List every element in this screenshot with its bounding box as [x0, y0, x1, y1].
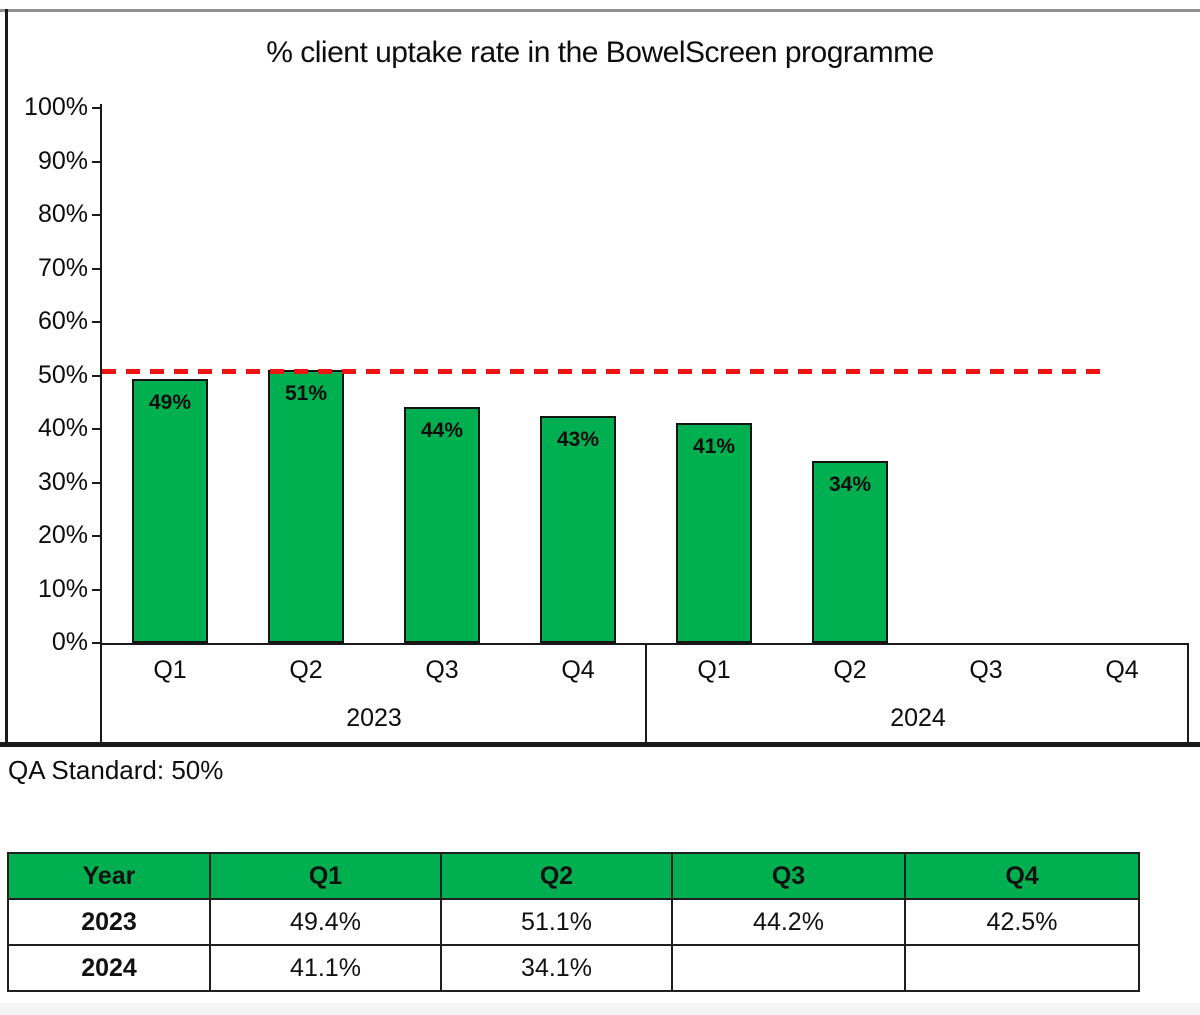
y-axis-tick — [92, 321, 101, 323]
chart-title: % client uptake rate in the BowelScreen … — [266, 36, 934, 69]
y-axis-tick-label: 50% — [37, 360, 88, 389]
bar-data-label: 44% — [420, 418, 464, 442]
x-axis-separator — [1187, 645, 1189, 742]
chart-frame-top-border — [0, 9, 1200, 12]
y-axis-tick — [92, 588, 101, 591]
x-axis-quarter-label: Q2 — [833, 656, 867, 684]
x-axis-separator — [645, 645, 647, 742]
table-cell-2024-q2: 34.1% — [440, 944, 673, 992]
uptake-data-table: Year Q1 Q2 Q3 Q4 2023 49.4% 51.1% 44.2% … — [7, 852, 1140, 992]
y-axis-tick-label: 30% — [37, 467, 88, 496]
bar-data-label: 49% — [148, 390, 192, 414]
y-axis-tick-label: 40% — [37, 414, 88, 442]
x-axis-quarter-label: Q4 — [1105, 656, 1139, 684]
y-axis-tick-label: 10% — [37, 574, 88, 603]
y-axis-tick-label: 90% — [37, 146, 88, 175]
table-cell-2024-q3 — [671, 944, 906, 992]
qa-standard-note: QA Standard: 50% — [8, 755, 224, 785]
table-header-q3: Q3 — [671, 852, 906, 900]
y-axis-tick — [92, 428, 101, 430]
table-cell-2024-q4 — [904, 944, 1140, 992]
bar-data-label: 41% — [692, 435, 736, 459]
bar-data-label: 43% — [556, 427, 600, 451]
qa-reference-line — [102, 369, 1100, 374]
table-cell-2023-q1: 49.4% — [209, 898, 442, 946]
y-axis-tick — [92, 374, 101, 377]
x-axis-quarter-label: Q1 — [697, 656, 731, 684]
table-header-year: Year — [7, 852, 211, 900]
table-header-q1: Q1 — [209, 852, 442, 900]
y-axis-tick — [92, 214, 101, 216]
table-row: 2024 41.1% 34.1% — [7, 944, 1140, 992]
y-axis-tick-label: 80% — [37, 200, 88, 228]
table-row: 2023 49.4% 51.1% 44.2% 42.5% — [7, 898, 1140, 946]
y-axis-tick-label: 100% — [24, 93, 88, 121]
x-axis-quarter-label: Q3 — [969, 656, 1003, 684]
x-axis-year-label: 2023 — [346, 704, 402, 732]
table-cell-2024-q1: 41.1% — [209, 944, 442, 992]
y-axis-line — [100, 104, 102, 644]
y-axis-tick — [92, 481, 101, 484]
bottom-strip — [0, 1003, 1200, 1015]
uptake-bar — [540, 415, 616, 643]
x-axis-year-label: 2024 — [890, 704, 946, 732]
uptake-bar — [812, 460, 888, 643]
x-axis-quarter-label: Q2 — [289, 656, 323, 684]
chart-frame-left-border — [5, 9, 8, 743]
y-axis-tick-label: 20% — [37, 521, 88, 549]
table-cell-2023-q3: 44.2% — [671, 898, 906, 946]
table-cell-2023-q4: 42.5% — [904, 898, 1140, 946]
y-axis-tick — [92, 642, 101, 644]
bar-data-label: 34% — [828, 472, 872, 496]
uptake-bar — [268, 369, 344, 643]
x-axis-quarter-label: Q4 — [561, 656, 595, 684]
x-axis-quarter-label: Q3 — [425, 656, 459, 684]
table-header-q4: Q4 — [904, 852, 1140, 900]
y-axis-tick — [92, 267, 101, 270]
bar-data-label: 51% — [284, 381, 328, 405]
y-axis-tick-label: 0% — [51, 628, 88, 656]
uptake-bar — [404, 406, 480, 643]
uptake-bar — [676, 423, 752, 643]
table-cell-year-2023: 2023 — [7, 898, 211, 946]
table-header-q2: Q2 — [440, 852, 673, 900]
table-cell-2023-q2: 51.1% — [440, 898, 673, 946]
y-axis-tick-label: 70% — [37, 253, 88, 282]
x-axis-quarter-label: Q1 — [153, 656, 187, 684]
y-axis-tick-label: 60% — [37, 307, 88, 335]
table-header-row: Year Q1 Q2 Q3 Q4 — [7, 852, 1140, 900]
table-cell-year-2024: 2024 — [7, 944, 211, 992]
x-axis-separator — [100, 645, 102, 742]
chart-frame-bottom-border — [0, 742, 1200, 747]
y-axis-tick — [92, 160, 101, 163]
x-axis-line — [100, 643, 1189, 645]
uptake-bar — [132, 378, 208, 643]
y-axis-tick — [92, 107, 101, 109]
y-axis-tick — [92, 535, 101, 537]
